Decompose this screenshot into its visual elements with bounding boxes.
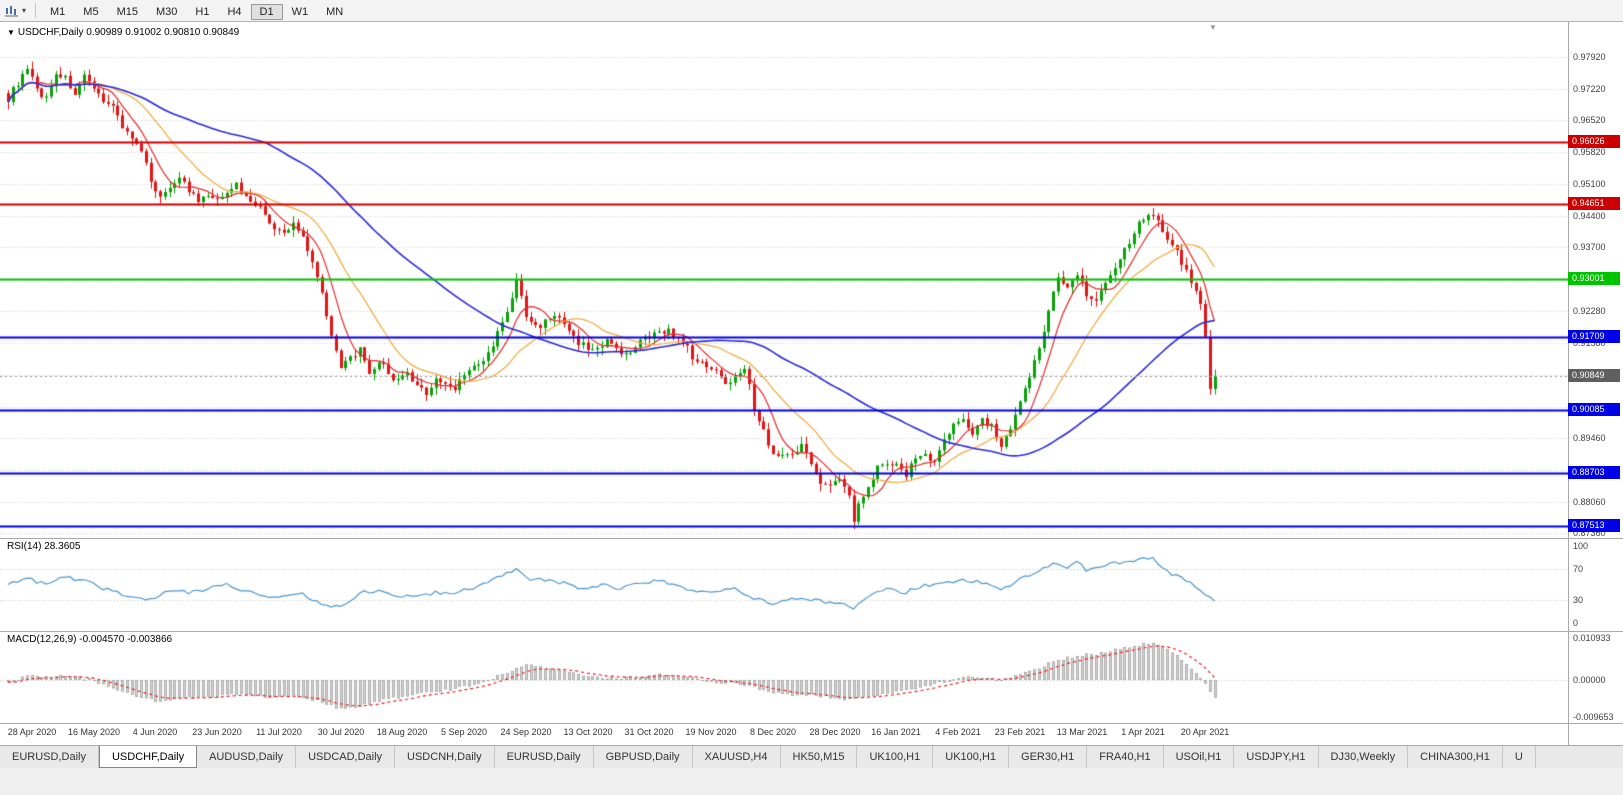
date-axis-label: 11 Jul 2020 (256, 727, 302, 737)
macd-title: MACD(12,26,9) -0.004570 -0.003866 (7, 634, 172, 645)
chart-tab-dj30-weekly[interactable]: DJ30,Weekly (1318, 746, 1409, 768)
date-axis-label: 24 Sep 2020 (500, 727, 552, 737)
date-axis-label: 16 Jan 2021 (871, 727, 921, 737)
date-axis-label: 4 Jun 2020 (132, 727, 178, 737)
date-axis-label: 8 Dec 2020 (749, 727, 797, 737)
chart-tab-ger30-h1[interactable]: GER30,H1 (1009, 746, 1088, 768)
date-axis-label: 13 Mar 2021 (1056, 727, 1108, 737)
chart-tab-bar: EURUSD,Daily USDCHF,Daily AUDUSD,Daily USDC… (0, 745, 1623, 768)
main-price-chart[interactable] (0, 22, 1568, 538)
date-axis-label: 31 Oct 2020 (624, 727, 674, 737)
macd-axis-tick: 0.010933 (1573, 633, 1611, 643)
macd-axis-tick: -0.009653 (1573, 712, 1614, 722)
timeframe-button-m30[interactable]: M30 (155, 5, 178, 18)
chart-tab-uk100-h1[interactable]: UK100,H1 (857, 746, 934, 768)
chart-tab-fra40-h1[interactable]: FRA40,H1 (1087, 746, 1164, 768)
chart-shift-marker-icon[interactable]: ▼ (1209, 23, 1217, 32)
chart-tab-uk100-h1[interactable]: UK100,H1 (933, 746, 1010, 768)
toolbar-separator (35, 3, 37, 18)
rsi-axis-tick: 100 (1573, 541, 1589, 551)
date-axis-label: 18 Aug 2020 (376, 727, 428, 737)
price-axis-tick: 0.97220 (1573, 84, 1606, 94)
date-axis-label: 1 Apr 2021 (1121, 727, 1165, 737)
price-axis-tick: 0.91580 (1573, 338, 1606, 348)
collapse-triangle-icon[interactable]: ▼ (7, 28, 15, 37)
macd-title-text: MACD(12,26,9) -0.004570 -0.003866 (7, 634, 173, 645)
pane-separator-rsi[interactable] (0, 538, 1623, 539)
price-axis-tick: 0.88060 (1573, 497, 1606, 507)
status-strip (0, 768, 1623, 795)
axis-vertical-separator (1568, 22, 1569, 745)
level-price-badge[interactable]: 0.93001 (1568, 272, 1620, 285)
date-axis-label: 19 Nov 2020 (685, 727, 737, 737)
macd-axis-tick: 0.00000 (1573, 675, 1606, 685)
chart-tab-china300-h1[interactable]: CHINA300,H1 (1408, 746, 1503, 768)
chart-tab-audusd-daily[interactable]: AUDUSD,Daily (197, 746, 297, 768)
level-price-badge[interactable]: 0.96026 (1568, 135, 1620, 148)
pane-separator-macd[interactable] (0, 631, 1623, 632)
price-axis-tick: 0.92280 (1573, 306, 1606, 316)
rsi-title: RSI(14) 28.3605 (7, 541, 80, 552)
level-price-badge[interactable]: 0.94651 (1568, 197, 1620, 210)
level-price-badge[interactable]: 0.90085 (1568, 403, 1620, 416)
date-axis-label: 23 Jun 2020 (192, 727, 242, 737)
date-axis-label: 28 Apr 2020 (7, 727, 57, 737)
chart-tab-hk50-m15[interactable]: HK50,M15 (780, 746, 858, 768)
timeframe-button-m1[interactable]: M1 (50, 5, 66, 18)
chart-tab-usdcad-daily[interactable]: USDCAD,Daily (296, 746, 396, 768)
timeframe-button-m5[interactable]: M5 (83, 5, 99, 18)
date-axis-label: 16 May 2020 (67, 727, 121, 737)
rsi-axis-tick: 70 (1573, 564, 1584, 574)
price-axis-tick: 0.93700 (1573, 242, 1606, 252)
price-axis-tick: 0.94400 (1573, 211, 1606, 221)
rsi-indicator-chart[interactable] (0, 538, 1568, 631)
chart-tab-gbpusd-daily[interactable]: GBPUSD,Daily (593, 746, 693, 768)
price-axis-tick: 0.89460 (1573, 433, 1606, 443)
date-axis-label: 20 Apr 2021 (1180, 727, 1230, 737)
price-axis-tick: 0.87360 (1573, 528, 1606, 538)
level-price-badge[interactable]: 0.87513 (1568, 519, 1620, 532)
level-price-badge[interactable]: 0.91709 (1568, 330, 1620, 343)
price-axis-tick: 0.95820 (1573, 147, 1606, 157)
chart-tab-u[interactable]: U (1502, 746, 1536, 768)
timeframe-button-h1[interactable]: H1 (195, 5, 210, 18)
chart-tab-eurusd-daily[interactable]: EURUSD,Daily (0, 746, 99, 768)
date-axis-label: 5 Sep 2020 (440, 727, 488, 737)
date-axis-label: 23 Feb 2021 (994, 727, 1046, 737)
price-axis-tick: 0.97920 (1573, 52, 1606, 62)
chart-type-icon[interactable] (5, 4, 19, 17)
chart-tab-usoil-h1[interactable]: USOil,H1 (1163, 746, 1235, 768)
chart-title: ▼ USDCHF,Daily 0.90989 0.91002 0.90810 0.… (7, 27, 239, 38)
date-axis-label: 4 Feb 2021 (935, 727, 981, 737)
timeframe-button-d1[interactable]: D1 (250, 3, 283, 20)
rsi-title-text: RSI(14) 28.3605 (7, 541, 81, 552)
chart-title-text: USDCHF,Daily 0.90989 0.91002 0.90810 0.9… (17, 27, 240, 38)
macd-indicator-chart[interactable] (0, 631, 1568, 723)
timeframe-button-m15[interactable]: M15 (116, 5, 138, 18)
chart-tab-usdcnh-daily[interactable]: USDCNH,Daily (395, 746, 495, 768)
date-axis-label: 13 Oct 2020 (563, 727, 613, 737)
date-axis-label: 30 Jul 2020 (317, 727, 365, 737)
date-axis-label: 28 Dec 2020 (809, 727, 861, 737)
timeframe-buttons-group: M1 M5 M15 M30 H1 H4 D1 W1 MN (41, 2, 352, 20)
date-axis-separator (0, 723, 1623, 724)
timeframe-toolbar: ▾ M1 M5 M15 M30 H1 H4 D1 W1 MN (0, 0, 1623, 22)
chart-tab-usdchf-daily[interactable]: USDCHF,Daily (98, 746, 198, 768)
level-price-badge[interactable]: 0.88703 (1568, 466, 1620, 479)
price-axis-tick: 0.96520 (1573, 115, 1606, 125)
timeframe-button-w1[interactable]: W1 (291, 5, 309, 18)
chevron-down-icon[interactable]: ▾ (22, 6, 27, 15)
timeframe-button-h4[interactable]: H4 (227, 5, 242, 18)
current-price-badge[interactable]: 0.90849 (1568, 369, 1620, 382)
chart-tab-eurusd-daily[interactable]: EURUSD,Daily (494, 746, 594, 768)
chart-tab-usdjpy-h1[interactable]: USDJPY,H1 (1234, 746, 1319, 768)
timeframe-button-mn[interactable]: MN (326, 5, 344, 18)
rsi-axis-tick: 30 (1573, 595, 1584, 605)
price-axis-tick: 0.95100 (1573, 179, 1606, 189)
rsi-axis-tick: 0 (1573, 618, 1579, 628)
chart-tab-xauusd-h4[interactable]: XAUUSD,H4 (692, 746, 781, 768)
